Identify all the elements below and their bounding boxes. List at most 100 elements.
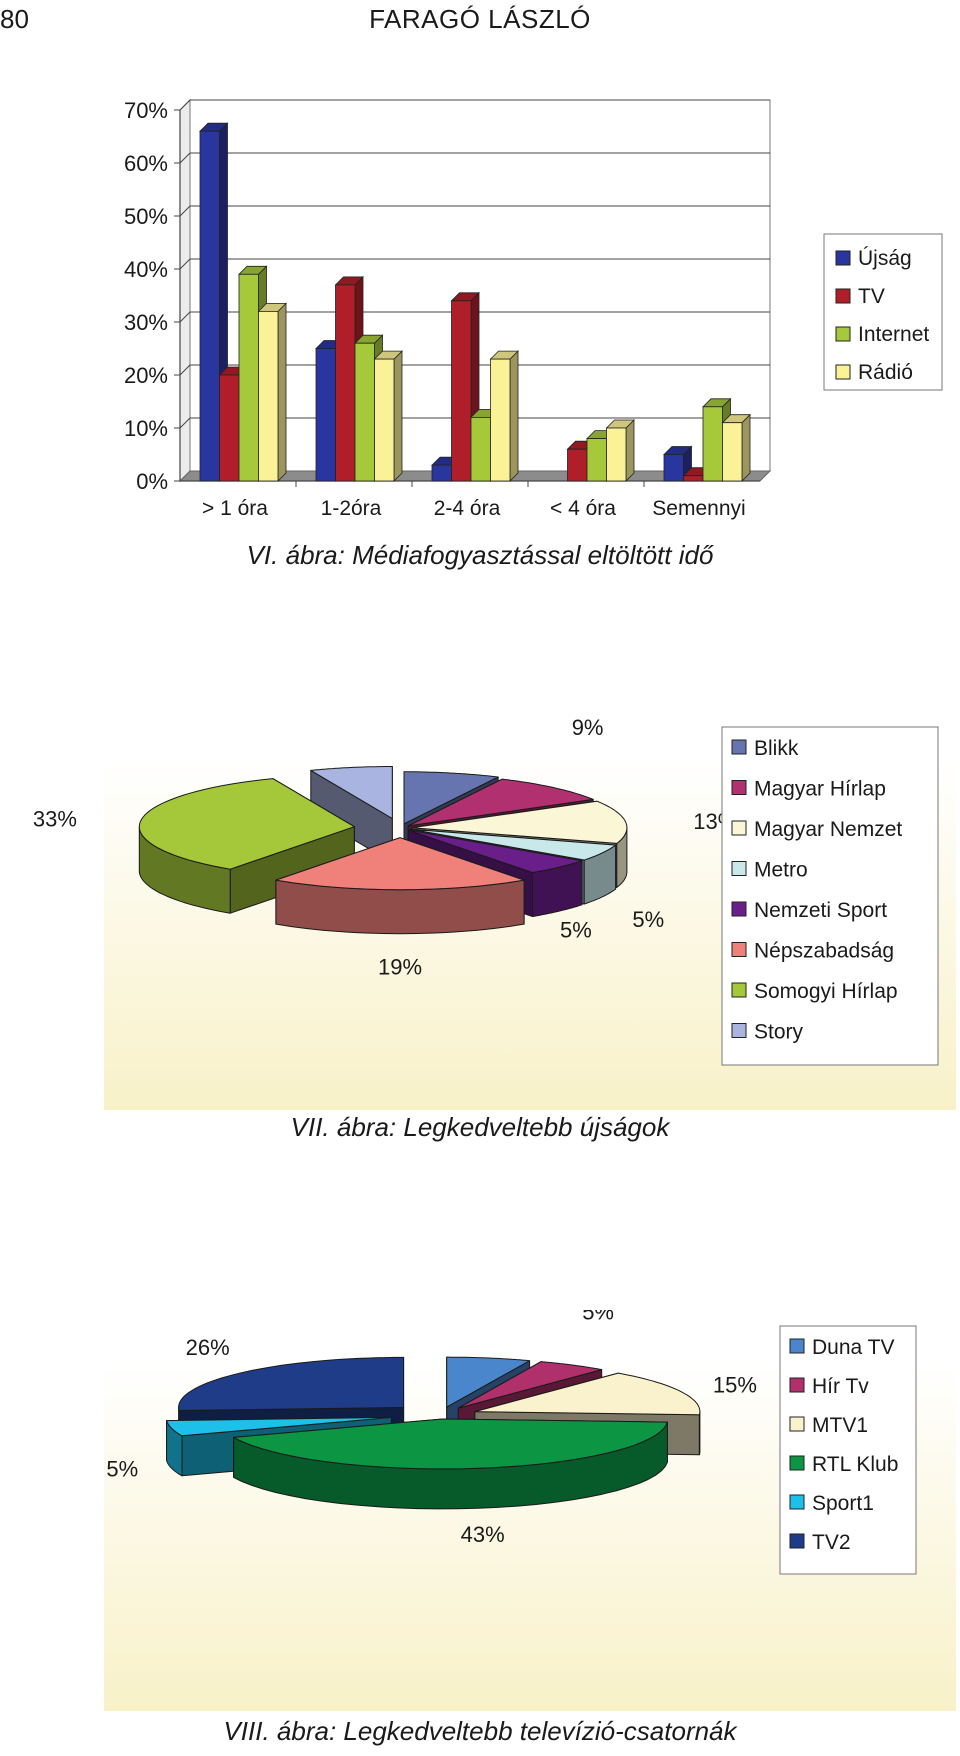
slice-rtl-klub <box>233 1418 668 1470</box>
bar-radio-1-side <box>277 302 287 482</box>
bar-radio-5 <box>722 422 743 482</box>
legend-label: RTL Klub <box>812 1453 898 1476</box>
data-label-story: 6% <box>330 710 362 714</box>
x-tick-label: Semennyi <box>652 497 745 520</box>
legend-swatch <box>789 1494 805 1510</box>
slice-duna-tv <box>446 1356 531 1408</box>
legend-swatch <box>731 739 747 755</box>
slice-mtv1-wall <box>698 1411 701 1456</box>
y-tick-label: 60% <box>124 151 168 176</box>
bar-tv-5 <box>683 475 704 482</box>
bar-radio-2-side <box>393 350 403 482</box>
y-tick-label: 20% <box>124 363 168 388</box>
legend-label: Sport1 <box>812 1492 874 1515</box>
legend-label: Hír Tv <box>812 1375 869 1398</box>
legend-swatch <box>835 326 851 342</box>
legend-label: Magyar Hírlap <box>754 778 886 801</box>
data-label-sport1: 5% <box>106 1456 138 1481</box>
bar-internet-3 <box>470 416 491 482</box>
legend-label: Népszabadság <box>754 940 894 963</box>
pie-legend <box>779 1325 917 1575</box>
legend-swatch <box>731 901 747 917</box>
gridline-depth <box>179 99 191 111</box>
bar-tv-2 <box>335 284 356 482</box>
bar-ujsag-1 <box>199 130 220 482</box>
bar-chart: 0% 10% 20% 30% 40% 50% 60% 70% > 1 óra 1-2óra 2-4 … <box>124 98 943 520</box>
bar-internet-2 <box>354 342 375 482</box>
slice-magyar-hirlap <box>407 778 594 827</box>
y-tick-label: 10% <box>124 416 168 441</box>
legend-label: TV2 <box>812 1531 851 1554</box>
legend-label: MTV1 <box>812 1414 868 1437</box>
legend-swatch <box>731 820 747 836</box>
bar-radio-4 <box>606 427 627 482</box>
page-number: 80 <box>0 4 29 34</box>
slice-mtv1 <box>474 1372 701 1416</box>
gridline-depth <box>179 364 191 376</box>
data-label-tv2: 26% <box>186 1335 230 1360</box>
x-tick-label: 2-4 óra <box>434 497 501 520</box>
data-label-magyar-hirlap: 9% <box>572 715 604 740</box>
legend-label: Újság <box>858 247 912 270</box>
slice-nemzeti-sport <box>407 829 583 873</box>
x-tick-label: < 4 óra <box>550 497 616 520</box>
legend-label: Somogyi Hírlap <box>754 980 898 1003</box>
gridline-depth <box>179 258 191 270</box>
running-header: FARAGÓ LÁSZLÓ <box>369 4 591 34</box>
y-tick-label: 40% <box>124 257 168 282</box>
data-label-rtl-klub: 43% <box>461 1522 505 1547</box>
legend-swatch <box>789 1533 805 1549</box>
bar-radio-1 <box>258 310 279 482</box>
legend-swatch <box>731 942 747 957</box>
bar-internet-1 <box>238 273 259 482</box>
legend-swatch <box>835 364 851 380</box>
slice-story <box>310 766 393 819</box>
legend-swatch <box>789 1455 805 1471</box>
legend-swatch <box>789 1338 805 1354</box>
bar-internet-4 <box>586 438 607 482</box>
bar-radio-5-side <box>741 413 751 482</box>
y-tick-label: 70% <box>124 98 168 123</box>
legend-label: Duna TV <box>812 1336 895 1359</box>
gridline-depth <box>179 205 191 217</box>
slice-tv2 <box>178 1356 405 1411</box>
legend-label: Rádió <box>858 361 913 384</box>
data-label-somogyi-hirlap: 33% <box>33 806 77 831</box>
bar-ujsag-3 <box>431 464 452 482</box>
data-label-hir-tv: 5% <box>582 1310 614 1325</box>
legend-swatch <box>835 288 851 304</box>
gridline-depth <box>179 152 191 164</box>
legend-swatch <box>731 1023 747 1038</box>
data-label-nepszabadsag: 19% <box>378 955 422 980</box>
bar-radio-2 <box>374 358 395 482</box>
y-tick-label: 30% <box>124 310 168 335</box>
legend-label: Metro <box>754 859 808 882</box>
bar-ujsag-5 <box>663 454 684 482</box>
legend-label: TV <box>858 285 885 308</box>
legend-label: Internet <box>858 323 929 346</box>
slice-sport1 <box>166 1416 392 1437</box>
bar-chart-caption: VI. ábra: Médiafogyasztással eltöltött i… <box>246 540 714 570</box>
bar-tv-3 <box>451 300 472 482</box>
slice-somogyi-hirlap <box>138 778 355 870</box>
y-tick-label: 50% <box>124 204 168 229</box>
legend-swatch <box>789 1416 805 1432</box>
slice-hir-tv <box>457 1361 603 1409</box>
legend-label: Magyar Nemzet <box>754 818 902 841</box>
tv-chart-caption: VIII. ábra: Legkedveltebb televízió-csat… <box>223 1716 737 1746</box>
legend-label: Blikk <box>754 737 799 760</box>
gridline-depth <box>179 417 191 429</box>
data-label-mtv1: 15% <box>713 1373 757 1398</box>
legend-label: Nemzeti Sport <box>754 899 887 922</box>
slice-nepszabadsag <box>275 837 525 891</box>
x-tick-label: > 1 óra <box>202 497 268 520</box>
newspaper-chart-caption: VII. ábra: Legkedveltebb újságok <box>290 1112 670 1142</box>
y-tick-label: 0% <box>136 469 168 494</box>
bar-ujsag-2 <box>315 348 336 482</box>
bar-tv-1 <box>219 374 240 482</box>
legend-label: Story <box>754 1021 804 1044</box>
slice-magyar-nemzet <box>411 800 628 844</box>
legend-swatch <box>789 1377 805 1393</box>
